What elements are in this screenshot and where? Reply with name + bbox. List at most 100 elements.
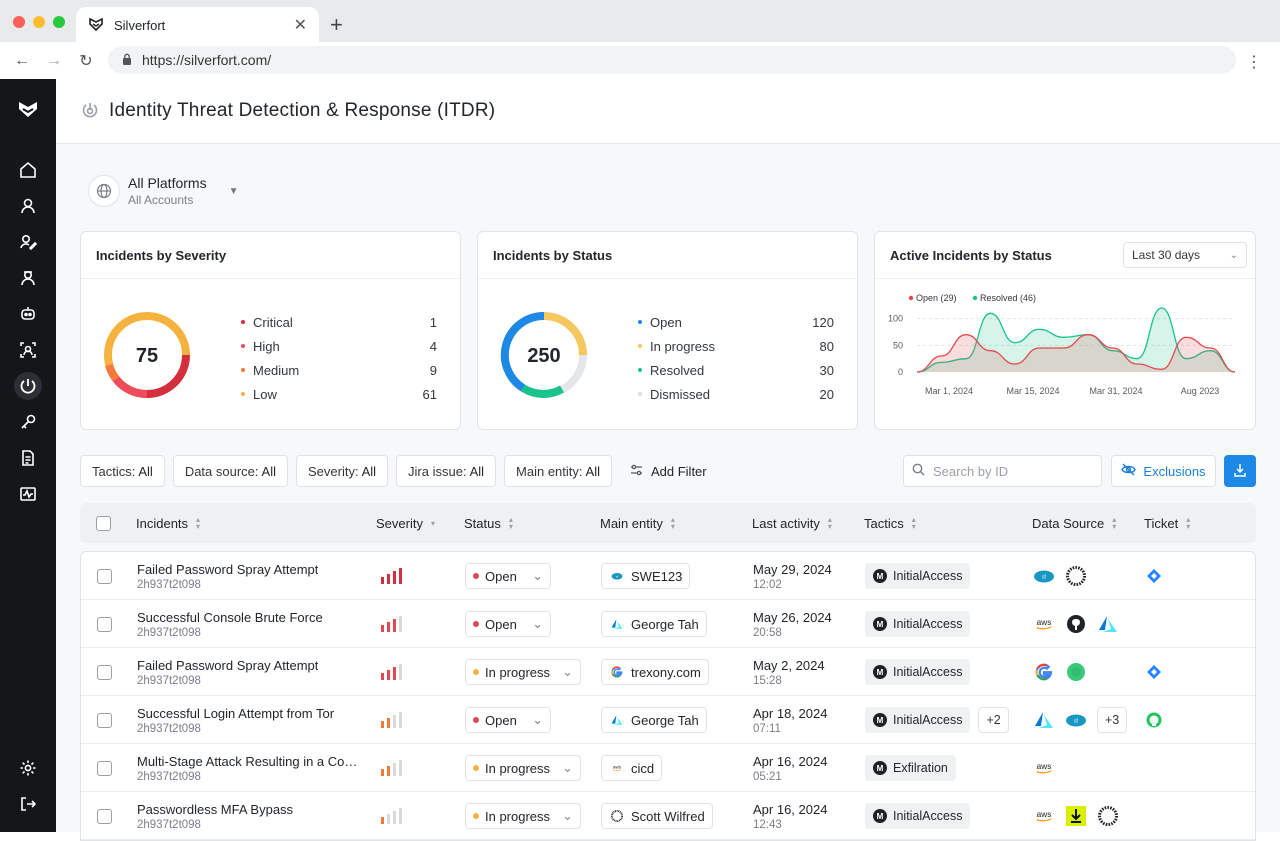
browser-menu-icon[interactable]: ⋮ [1246,54,1262,71]
itdr-icon[interactable] [14,372,42,400]
status-dropdown[interactable]: In progress ⌄ [465,755,581,781]
range-select[interactable]: Last 30 days ⌄ [1123,242,1247,268]
settings-icon[interactable] [14,754,42,782]
more-tactics-badge[interactable]: +2 [978,707,1009,733]
status-dropdown[interactable]: Open ⌄ [465,707,551,733]
column-header-incidents[interactable]: Incidents ▴ ▾ [136,503,200,543]
incident-name[interactable]: Passwordless MFA Bypass [137,801,294,817]
row-checkbox[interactable] [97,600,112,648]
tactic-chip[interactable]: M InitialAccess [865,803,971,829]
status-dropdown[interactable]: Open ⌄ [465,563,551,589]
incident-name[interactable]: Successful Login Attempt from Tor [137,705,335,721]
add-filter-button[interactable]: Add Filter [630,464,707,479]
main-entity-chip[interactable]: aws cicd [601,755,663,781]
minimize-window-button[interactable] [33,16,45,28]
row-checkbox[interactable] [97,552,112,600]
row-checkbox[interactable] [97,744,112,792]
add-filter-label: Add Filter [650,463,707,479]
logout-icon[interactable] [14,790,42,818]
back-icon[interactable]: ← [14,51,30,69]
close-window-button[interactable] [13,16,25,28]
main-entity-chip[interactable]: George Tah [601,611,707,637]
key-icon[interactable] [14,408,42,436]
user-edit-icon[interactable] [14,228,42,256]
column-header-last-activity[interactable]: Last activity ▴ ▾ [752,503,832,543]
incident-name[interactable]: Failed Password Spray Attempt [137,561,319,577]
download-button[interactable] [1224,455,1256,487]
table-row[interactable]: Passwordless MFA Bypass 2h937t2t098 In pro… [81,792,1255,840]
jira-icon[interactable] [1143,661,1165,683]
main-entity-chip[interactable]: Scott Wilfred [601,803,713,829]
more-sources-badge[interactable]: +3 [1097,707,1128,733]
new-tab-icon[interactable]: + [330,12,343,37]
column-header-ticket[interactable]: Ticket ▴ ▾ [1144,503,1190,543]
column-header-status[interactable]: Status ▴ ▾ [464,503,513,543]
status-label: In progress [485,664,551,680]
user-icon[interactable] [14,192,42,220]
table-row[interactable]: Multi-Stage Attack Resulting in a Compro… [81,744,1255,792]
browser-tab[interactable]: Silverfort ✕ [76,7,319,43]
sort-icon[interactable]: ▴ ▾ [1112,515,1117,531]
column-label: Ticket [1144,515,1179,531]
row-checkbox[interactable] [97,792,112,840]
tactic-chip[interactable]: M Exfilration [865,755,956,781]
filter-chip[interactable]: Tactics : All [80,455,165,487]
table-row[interactable]: Failed Password Spray Attempt 2h937t2t098… [81,552,1255,600]
home-icon[interactable] [14,156,42,184]
filter-chip[interactable]: Data source : All [172,455,288,487]
filter-chip[interactable]: Main entity : All [504,455,612,487]
agent-icon[interactable] [14,264,42,292]
sort-icon[interactable]: ▴ ▾ [827,515,832,531]
table-header: Incidents ▴ ▾ Severity ▾ Status ▴ ▾ Main entity ▴… [80,503,1256,543]
column-header-data-source[interactable]: Data Source ▴ ▾ [1032,503,1116,543]
column-header-severity[interactable]: Severity ▾ [376,503,435,543]
sort-icon[interactable]: ▴ ▾ [911,515,916,531]
sort-icon[interactable]: ▴ ▾ [508,515,513,531]
filter-chip[interactable]: Severity : All [295,455,389,487]
address-bar[interactable]: https://silverfort.com/ [108,46,1236,74]
incident-name[interactable]: Multi-Stage Attack Resulting in a Compro… [137,753,363,769]
close-tab-icon[interactable]: ✕ [293,17,307,34]
table-row[interactable]: Successful Console Brute Force 2h937t2t09… [81,600,1255,648]
incident-name[interactable]: Successful Console Brute Force [137,609,323,625]
status-dropdown[interactable]: Open ⌄ [465,611,551,637]
main-entity-chip[interactable]: sf SWE123 [601,563,691,589]
main-entity-chip[interactable]: trexony.com [601,659,709,685]
table-row[interactable]: Failed Password Spray Attempt 2h937t2t098… [81,648,1255,696]
status-dropdown[interactable]: In progress ⌄ [465,803,581,829]
row-checkbox[interactable] [97,648,112,696]
table-row[interactable]: Successful Login Attempt from Tor 2h937t2… [81,696,1255,744]
incident-name[interactable]: Failed Password Spray Attempt [137,657,319,673]
tactic-chip[interactable]: M InitialAccess [865,659,971,685]
user-search-icon[interactable] [14,336,42,364]
filter-chip[interactable]: Jira issue : All [396,455,497,487]
exclusions-button[interactable]: Exclusions [1111,455,1216,487]
reload-icon[interactable]: ↻ [79,52,93,70]
forward-icon[interactable]: → [46,51,62,69]
tactic-chip[interactable]: M InitialAccess [865,563,971,589]
column-header-tactics[interactable]: Tactics ▴ ▾ [864,503,916,543]
silverfort-logo-icon[interactable] [14,95,42,123]
legend-value: 1 [429,314,437,330]
row-checkbox[interactable] [97,696,112,744]
status-dropdown[interactable]: In progress ⌄ [465,659,581,685]
jira-icon[interactable] [1143,565,1165,587]
document-icon[interactable] [14,444,42,472]
sort-icon[interactable]: ▴ ▾ [1186,515,1191,531]
column-header-main-entity[interactable]: Main entity ▴ ▾ [600,503,675,543]
tactic-chip[interactable]: M InitialAccess [865,707,971,733]
activity-icon[interactable] [14,480,42,508]
legend-label: Medium [253,362,300,378]
sort-icon[interactable]: ▴ ▾ [196,515,201,531]
platform-selector[interactable]: All Platforms All Accounts ▼ [88,175,238,207]
select-all-checkbox[interactable] [96,503,111,543]
sort-icon[interactable]: ▴ ▾ [670,515,675,531]
bot-icon[interactable] [14,300,42,328]
search-input[interactable]: Search by ID [903,455,1102,487]
servicenow-icon[interactable] [1143,709,1165,731]
tactic-chip[interactable]: M InitialAccess [865,611,971,637]
main-entity-chip[interactable]: George Tah [601,707,707,733]
maximize-window-button[interactable] [53,16,65,28]
sort-icon[interactable]: ▾ [430,518,435,528]
chevron-down-icon: ⌄ [532,568,543,583]
